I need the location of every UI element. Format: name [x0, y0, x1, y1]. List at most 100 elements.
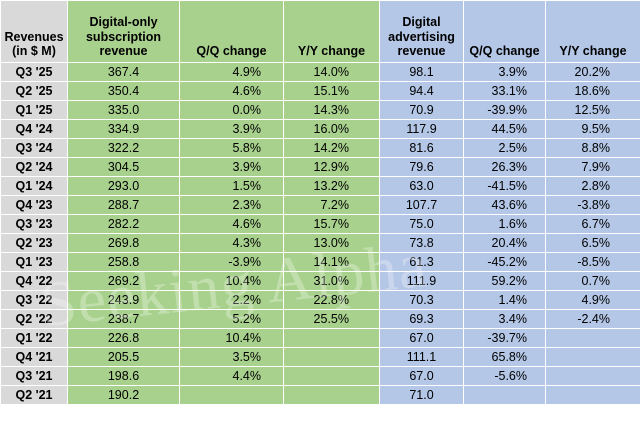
cell-advertising-qq: -41.5% [463, 176, 546, 196]
cell-advertising-yy: 6.7% [545, 214, 640, 234]
table-row: Q2 '25 350.4 4.6% 15.1% 94.4 33.1% 18.6% [0, 81, 640, 101]
cell-subscription-revenue: 258.8 [67, 252, 180, 272]
cell-advertising-qq: 20.4% [463, 233, 546, 253]
cell-advertising-revenue: 94.4 [379, 81, 464, 101]
cell-advertising-qq: 2.5% [463, 138, 546, 158]
cell-advertising-yy: 20.2% [545, 62, 640, 82]
cell-period: Q3 '24 [0, 138, 68, 158]
table-row: Q2 '22 238.7 5.2% 25.5% 69.3 3.4% -2.4% [0, 309, 640, 329]
cell-period: Q2 '21 [0, 385, 68, 405]
cell-subscription-revenue: 367.4 [67, 62, 180, 82]
cell-period: Q3 '25 [0, 62, 68, 82]
cell-subscription-revenue: 335.0 [67, 100, 180, 120]
cell-subscription-yy: 15.7% [283, 214, 380, 234]
cell-advertising-yy: 7.9% [545, 157, 640, 177]
cell-subscription-yy: 16.0% [283, 119, 380, 139]
cell-subscription-qq: -3.9% [179, 252, 284, 272]
cell-advertising-revenue: 117.9 [379, 119, 464, 139]
cell-advertising-qq: 3.4% [463, 309, 546, 329]
cell-subscription-yy: 12.9% [283, 157, 380, 177]
table-row: Q2 '24 304.5 3.9% 12.9% 79.6 26.3% 7.9% [0, 157, 640, 177]
cell-advertising-revenue: 70.3 [379, 290, 464, 310]
cell-subscription-qq: 3.9% [179, 119, 284, 139]
cell-subscription-qq: 3.5% [179, 347, 284, 367]
cell-subscription-revenue: 322.2 [67, 138, 180, 158]
cell-period: Q2 '23 [0, 233, 68, 253]
cell-advertising-qq: -39.9% [463, 100, 546, 120]
cell-subscription-yy: 14.2% [283, 138, 380, 158]
cell-period: Q1 '24 [0, 176, 68, 196]
cell-subscription-yy: 14.1% [283, 252, 380, 272]
table-row: Q1 '23 258.8 -3.9% 14.1% 61.3 -45.2% -8.5% [0, 252, 640, 272]
cell-subscription-revenue: 288.7 [67, 195, 180, 215]
cell-subscription-qq: 5.2% [179, 309, 284, 329]
cell-advertising-qq: 3.9% [463, 62, 546, 82]
cell-period: Q3 '22 [0, 290, 68, 310]
cell-advertising-qq: -5.6% [463, 366, 546, 386]
cell-advertising-yy [545, 385, 640, 405]
cell-advertising-yy: -8.5% [545, 252, 640, 272]
cell-advertising-yy: 8.8% [545, 138, 640, 158]
table-row: Q3 '23 282.2 4.6% 15.7% 75.0 1.6% 6.7% [0, 214, 640, 234]
cell-advertising-qq: 65.8% [463, 347, 546, 367]
table-row: Q4 '24 334.9 3.9% 16.0% 117.9 44.5% 9.5% [0, 119, 640, 139]
cell-advertising-qq: -45.2% [463, 252, 546, 272]
header-subscription-yy: Y/Y change [283, 0, 380, 63]
header-subscription-qq: Q/Q change [179, 0, 284, 63]
cell-subscription-qq: 4.3% [179, 233, 284, 253]
cell-advertising-revenue: 67.0 [379, 328, 464, 348]
cell-subscription-qq: 10.4% [179, 271, 284, 291]
cell-subscription-yy: 14.0% [283, 62, 380, 82]
cell-subscription-qq: 4.6% [179, 81, 284, 101]
cell-subscription-yy: 13.0% [283, 233, 380, 253]
cell-advertising-revenue: 79.6 [379, 157, 464, 177]
cell-subscription-qq: 2.2% [179, 290, 284, 310]
cell-advertising-yy: 6.5% [545, 233, 640, 253]
cell-period: Q3 '21 [0, 366, 68, 386]
cell-advertising-yy: 2.8% [545, 176, 640, 196]
header-row: Revenues (in $ M) Digital-only subscript… [0, 0, 640, 63]
header-advertising-yy: Y/Y change [545, 0, 640, 63]
cell-subscription-yy [283, 385, 380, 405]
cell-advertising-revenue: 73.8 [379, 233, 464, 253]
cell-period: Q2 '25 [0, 81, 68, 101]
cell-advertising-revenue: 71.0 [379, 385, 464, 405]
cell-advertising-yy: 9.5% [545, 119, 640, 139]
cell-advertising-yy: 4.9% [545, 290, 640, 310]
cell-subscription-yy: 14.3% [283, 100, 380, 120]
cell-advertising-revenue: 98.1 [379, 62, 464, 82]
cell-subscription-revenue: 190.2 [67, 385, 180, 405]
cell-period: Q4 '21 [0, 347, 68, 367]
cell-subscription-qq: 1.5% [179, 176, 284, 196]
cell-period: Q2 '22 [0, 309, 68, 329]
cell-advertising-revenue: 63.0 [379, 176, 464, 196]
cell-advertising-revenue: 75.0 [379, 214, 464, 234]
table-row: Q3 '22 243.9 2.2% 22.8% 70.3 1.4% 4.9% [0, 290, 640, 310]
cell-subscription-yy [283, 366, 380, 386]
table-row: Q4 '21 205.5 3.5% 111.1 65.8% [0, 347, 640, 367]
table-row: Q4 '22 269.2 10.4% 31.0% 111.9 59.2% 0.7% [0, 271, 640, 291]
cell-period: Q1 '22 [0, 328, 68, 348]
cell-subscription-yy: 7.2% [283, 195, 380, 215]
cell-subscription-revenue: 269.2 [67, 271, 180, 291]
cell-advertising-qq [463, 385, 546, 405]
cell-subscription-qq: 4.4% [179, 366, 284, 386]
cell-subscription-revenue: 243.9 [67, 290, 180, 310]
cell-period: Q1 '23 [0, 252, 68, 272]
table-row: Q1 '25 335.0 0.0% 14.3% 70.9 -39.9% 12.5% [0, 100, 640, 120]
cell-subscription-qq: 4.9% [179, 62, 284, 82]
table-row: Q2 '21 190.2 71.0 [0, 385, 640, 405]
cell-advertising-yy: 0.7% [545, 271, 640, 291]
table-row: Q3 '25 367.4 4.9% 14.0% 98.1 3.9% 20.2% [0, 62, 640, 82]
cell-period: Q1 '25 [0, 100, 68, 120]
cell-period: Q2 '24 [0, 157, 68, 177]
cell-subscription-revenue: 205.5 [67, 347, 180, 367]
table-row: Q2 '23 269.8 4.3% 13.0% 73.8 20.4% 6.5% [0, 233, 640, 253]
cell-advertising-qq: 33.1% [463, 81, 546, 101]
cell-advertising-qq: -39.7% [463, 328, 546, 348]
cell-advertising-qq: 1.4% [463, 290, 546, 310]
cell-advertising-yy: -3.8% [545, 195, 640, 215]
cell-subscription-yy: 31.0% [283, 271, 380, 291]
cell-subscription-yy [283, 347, 380, 367]
header-advertising-qq: Q/Q change [463, 0, 546, 63]
